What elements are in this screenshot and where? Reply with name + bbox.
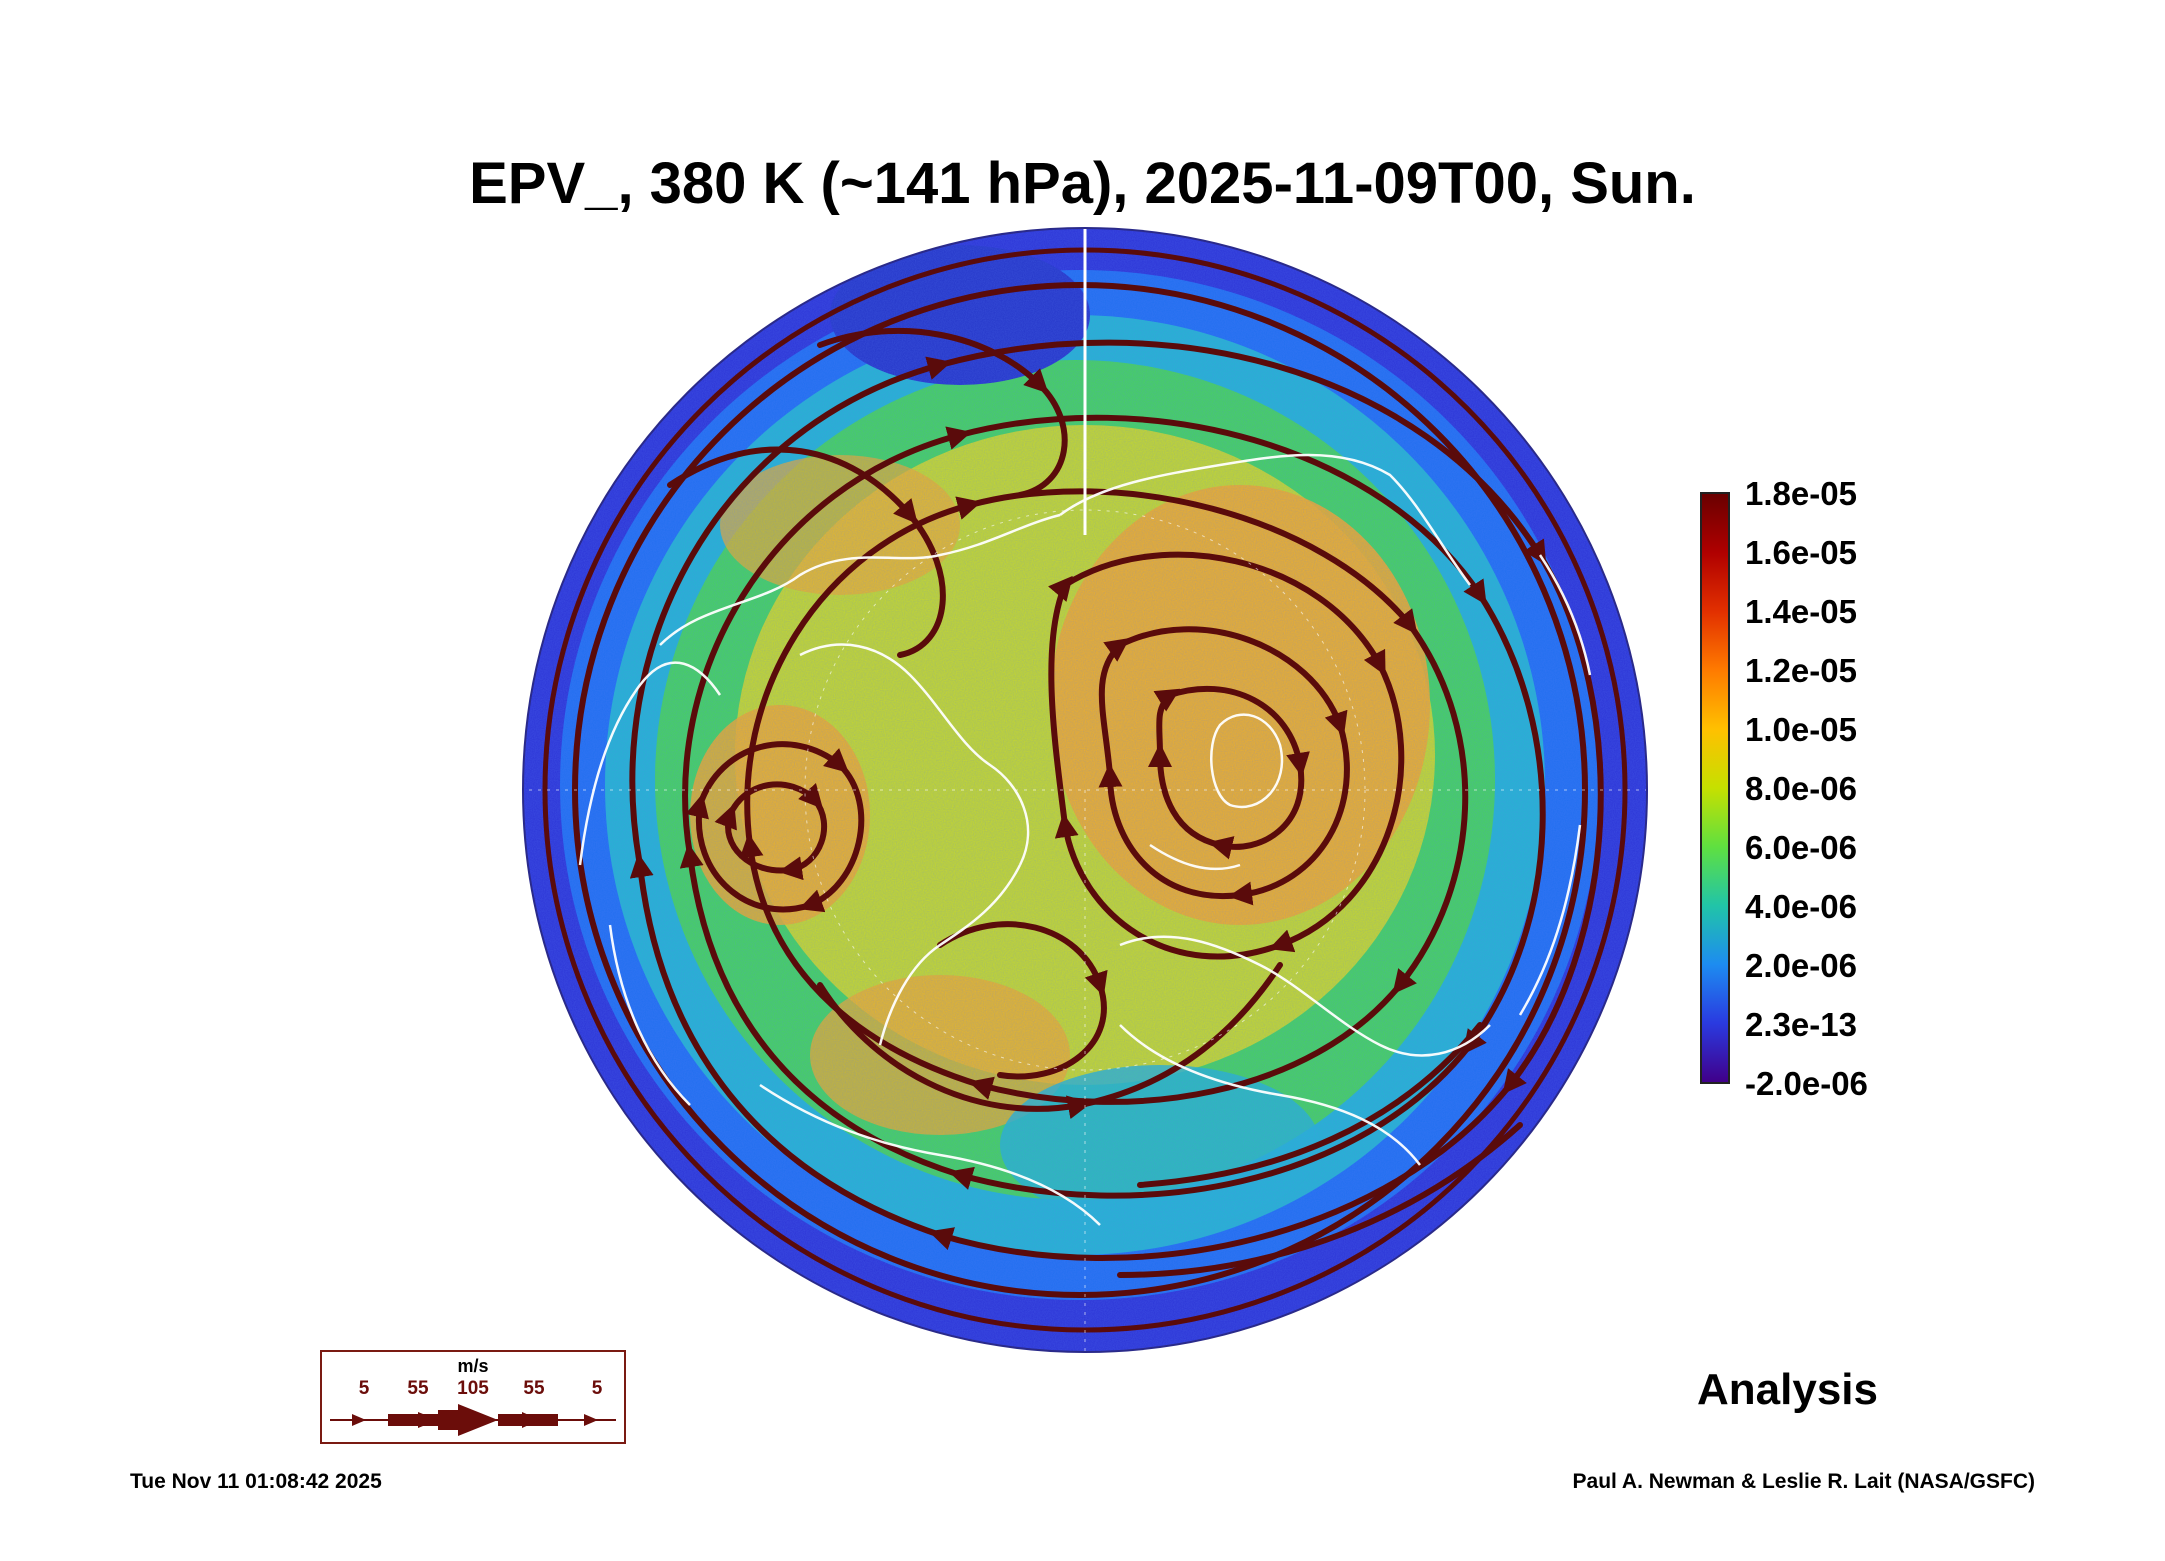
wind-legend-arrow-55 [418,1412,438,1428]
wind-legend-bar-105 [438,1410,458,1430]
wind-speed-legend: m/s 5 55 105 55 5 [320,1350,626,1444]
colorbar-tick: 1.2e-05 [1745,652,1857,689]
wind-legend-label: 5 [358,1378,370,1399]
colorbar-tick: 2.0e-06 [1745,947,1857,984]
timestamp: Tue Nov 11 01:08:42 2025 [130,1470,382,1493]
wind-legend-label: 5 [591,1378,603,1399]
credit-line: Paul A. Newman & Leslie R. Lait (NASA/GS… [1572,1470,2035,1493]
colorbar-tick: 8.0e-06 [1745,770,1857,807]
analysis-label: Analysis [1697,1365,1878,1414]
wind-legend-unit: m/s [457,1356,489,1376]
wind-legend-label: 105 [457,1378,489,1399]
colorbar-tick: 6.0e-06 [1745,829,1857,866]
colorbar-tick: 2.3e-13 [1745,1006,1857,1043]
wind-legend-arrow-5 [352,1414,366,1426]
colorbar-tick: 1.6e-05 [1745,534,1857,571]
polar-epv-map [522,227,1648,1353]
colorbar-tick: 1.8e-05 [1745,475,1857,512]
colorbar-tick: 4.0e-06 [1745,888,1857,925]
colorbar-tick: 1.0e-05 [1745,711,1857,748]
wind-legend-arrow-5b [584,1414,598,1426]
wind-legend-arrow-55b [522,1412,540,1428]
plot-title: EPV_, 380 K (~141 hPa), 2025-11-09T00, S… [469,151,1696,216]
colorbar-tick: -2.0e-06 [1745,1065,1868,1102]
wind-legend-arrow-105 [458,1404,498,1436]
colorbar-tick: 1.4e-05 [1745,593,1857,630]
wind-legend-label: 55 [407,1378,429,1399]
wind-legend-label: 55 [523,1378,545,1399]
colorbar [1700,492,1730,1084]
